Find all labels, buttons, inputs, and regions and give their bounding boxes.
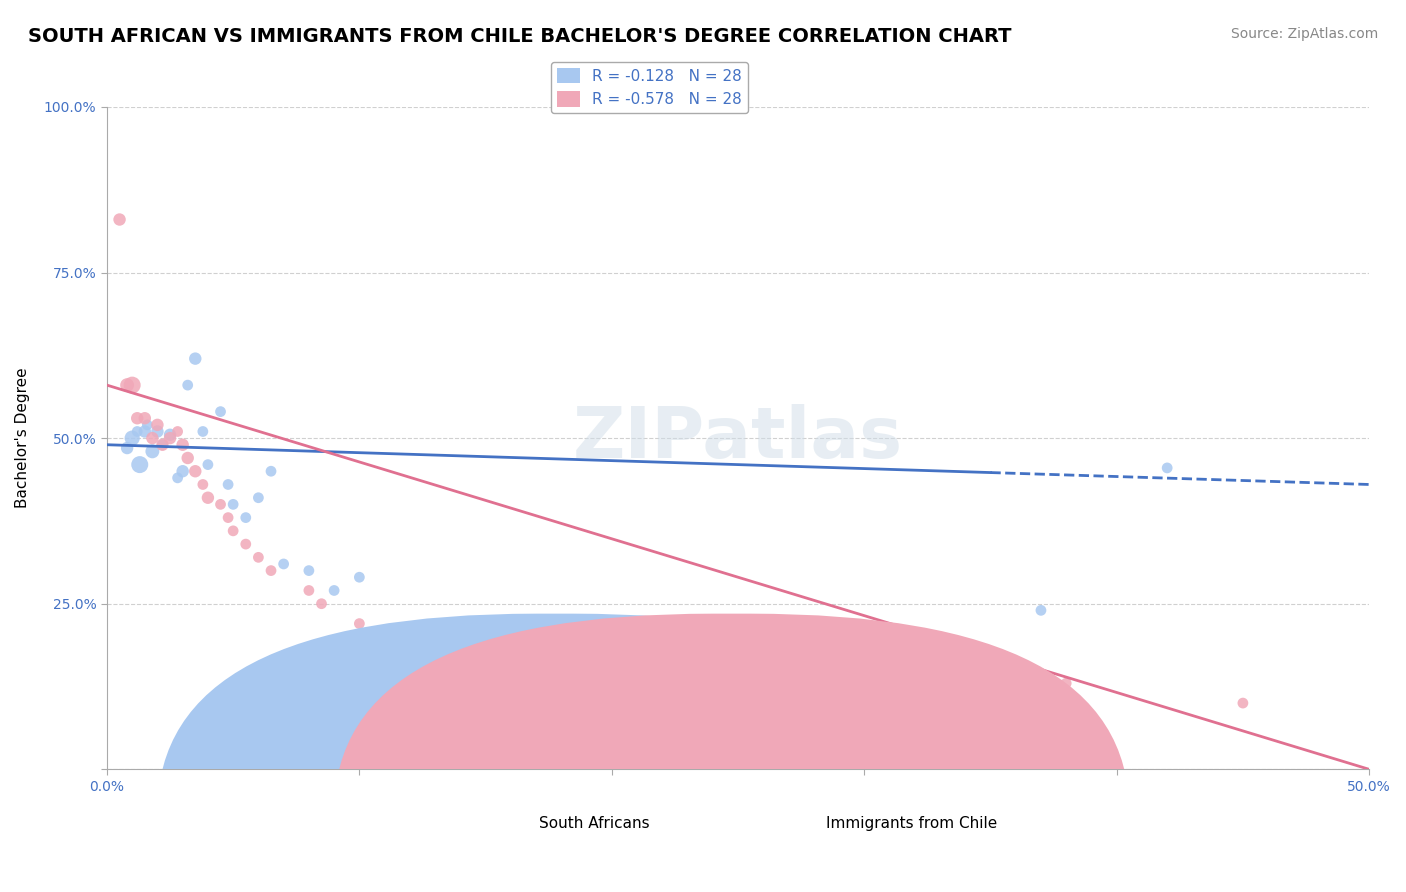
Point — [191, 425, 214, 439]
Point — [217, 477, 239, 491]
Point — [247, 550, 270, 565]
Point — [121, 431, 143, 445]
Point — [349, 616, 371, 631]
Point — [166, 471, 188, 485]
FancyBboxPatch shape — [157, 614, 953, 892]
Point — [128, 458, 150, 472]
Point — [134, 425, 156, 439]
Point — [260, 564, 283, 578]
Point — [209, 497, 232, 511]
Point — [184, 351, 207, 366]
Point — [222, 497, 245, 511]
Point — [152, 438, 174, 452]
Point — [1029, 603, 1052, 617]
Point — [273, 557, 295, 571]
Text: South Africans: South Africans — [538, 815, 650, 830]
Point — [177, 450, 200, 465]
Point — [184, 464, 207, 478]
Point — [146, 425, 169, 439]
Point — [177, 378, 200, 392]
Point — [209, 404, 232, 418]
FancyBboxPatch shape — [335, 614, 1129, 892]
Point — [141, 444, 163, 458]
Point — [127, 411, 149, 425]
Point — [115, 378, 138, 392]
Point — [311, 597, 333, 611]
Text: SOUTH AFRICAN VS IMMIGRANTS FROM CHILE BACHELOR'S DEGREE CORRELATION CHART: SOUTH AFRICAN VS IMMIGRANTS FROM CHILE B… — [28, 27, 1012, 45]
Point — [191, 477, 214, 491]
Point — [152, 438, 174, 452]
Point — [134, 411, 156, 425]
Point — [159, 427, 181, 442]
Point — [197, 491, 219, 505]
Point — [247, 491, 270, 505]
Point — [222, 524, 245, 538]
Point — [298, 564, 321, 578]
Y-axis label: Bachelor's Degree: Bachelor's Degree — [15, 368, 30, 508]
Point — [235, 510, 257, 524]
Text: ZIPatlas: ZIPatlas — [574, 403, 903, 473]
Point — [600, 643, 623, 657]
Point — [108, 212, 131, 227]
Point — [217, 510, 239, 524]
Point — [141, 431, 163, 445]
Point — [172, 438, 194, 452]
Point — [146, 417, 169, 432]
Point — [121, 378, 143, 392]
Point — [127, 425, 149, 439]
Point — [323, 583, 346, 598]
Point — [115, 441, 138, 455]
Text: Immigrants from Chile: Immigrants from Chile — [827, 815, 998, 830]
Point — [298, 583, 321, 598]
Point — [474, 630, 496, 644]
Point — [197, 458, 219, 472]
Legend: R = -0.128   N = 28, R = -0.578   N = 28: R = -0.128 N = 28, R = -0.578 N = 28 — [551, 62, 748, 113]
Point — [1156, 461, 1178, 475]
Point — [349, 570, 371, 584]
Point — [1232, 696, 1254, 710]
Point — [159, 431, 181, 445]
Point — [166, 425, 188, 439]
Point — [260, 464, 283, 478]
Point — [136, 417, 159, 432]
Point — [172, 464, 194, 478]
Text: Source: ZipAtlas.com: Source: ZipAtlas.com — [1230, 27, 1378, 41]
Point — [1054, 676, 1077, 690]
Point — [235, 537, 257, 551]
